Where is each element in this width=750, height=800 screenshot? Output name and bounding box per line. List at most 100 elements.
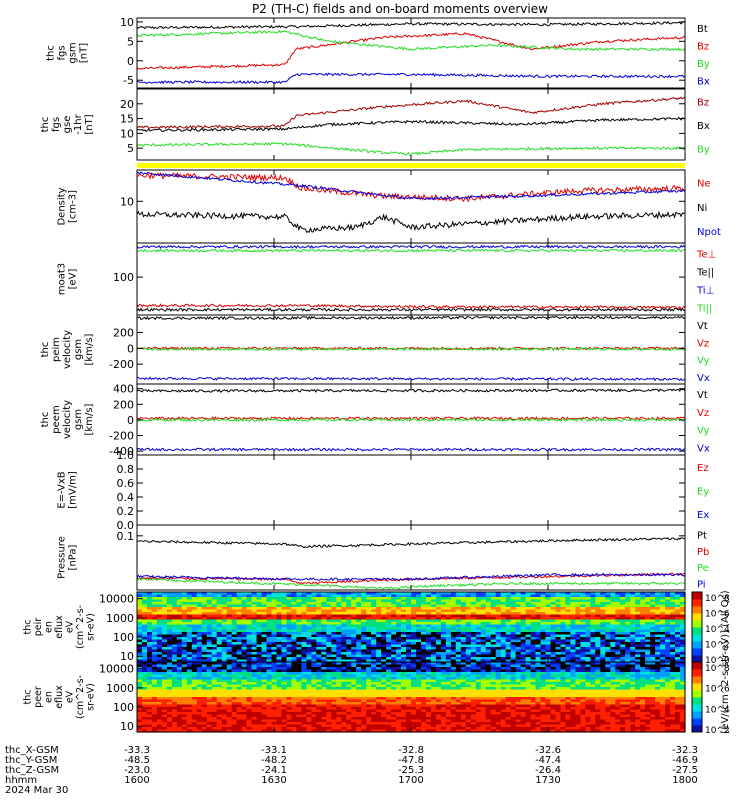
ylabel-line: peem (51, 405, 62, 433)
ylabel-line: peim (51, 337, 62, 362)
ylabel-line: fgs (57, 45, 68, 60)
legend-Bz: Bz (697, 97, 709, 108)
ytick-label: 0.2 (117, 505, 135, 518)
series-temperature-Ti|| (136, 248, 686, 253)
ylabel-line: thc (40, 342, 51, 358)
ytick-label: 100 (113, 701, 134, 714)
colorbar-tick: 10^6 (705, 685, 730, 695)
footer-value: 1730 (535, 775, 560, 786)
colorbar-peer (691, 661, 703, 733)
colorbar-tick: 10^2 (705, 641, 730, 651)
footer-value: -25.3 (398, 765, 424, 776)
legend-Ex: Ex (697, 510, 709, 521)
ylabel-line: [nT] (84, 114, 95, 134)
series-density-Ne (136, 171, 685, 203)
panel-temperature (136, 242, 686, 316)
series-peim_velocity-Vy (136, 346, 686, 352)
legend-Pb: Pb (697, 547, 709, 558)
data-quality-bar (137, 163, 685, 168)
panel-peim_velocity (136, 314, 686, 385)
legend-Vt: Vt (697, 321, 708, 332)
ytick-label: -200 (109, 429, 134, 442)
footer-row-label: thc_X-GSM (5, 745, 59, 756)
ylabel-line: gsm (68, 42, 79, 63)
legend-Ez: Ez (697, 463, 709, 474)
ylabel-line: eflux (54, 615, 65, 639)
ylabel-line: eV (65, 620, 76, 633)
ytick-label: -5 (123, 74, 134, 87)
ytick-label: 200 (113, 326, 134, 339)
footer-value: -47.4 (535, 755, 561, 766)
panel-frame (136, 88, 686, 161)
panel-frame (136, 169, 686, 244)
legend-Ti||: Ti|| (696, 303, 712, 314)
footer-value: -48.5 (124, 755, 150, 766)
series-fgs_gse-By (136, 141, 686, 156)
legend-Npot: Npot (697, 227, 721, 238)
ytick-label: 400 (113, 383, 134, 396)
series-pressure-Pt (137, 537, 686, 549)
ytick-label: 0 (127, 55, 134, 68)
footer-value: -47.8 (398, 755, 424, 766)
ylabel-line: [mV/m] (68, 471, 79, 509)
footer-value: -33.3 (124, 745, 150, 756)
series-peim_velocity-Vz (136, 346, 686, 351)
footer-value: -26.4 (535, 765, 561, 776)
colorbar-label: [eV/(cm^2-s-str-eV)] (All Qs) (720, 590, 731, 733)
ylabel-line: thc (40, 412, 51, 428)
series-pressure-Pi (136, 572, 686, 582)
ylabel-line: E=-VxB (57, 471, 68, 508)
ylabel-line: Density (57, 187, 68, 225)
panel-fgs_gsm (136, 17, 686, 89)
footer-value: -27.5 (672, 765, 698, 776)
series-fgs_gsm-Bz (136, 32, 686, 71)
ylabel-line: velocity (62, 330, 73, 369)
legend-Te||: Te|| (696, 267, 714, 278)
colorbar-tick: 10^4 (705, 705, 730, 715)
ytick-label: 0.8 (117, 463, 135, 476)
ytick-label: -400 (109, 445, 134, 458)
series-density-Ni (136, 210, 686, 233)
ytick-label: 0 (127, 414, 134, 427)
ytick-label: 10000 (99, 593, 134, 606)
ylabel-line: [km/s] (84, 403, 95, 435)
panel-density (136, 169, 686, 244)
ylabel-line: thc (46, 45, 57, 61)
ylabel-line: (cm^2-s- (75, 605, 86, 649)
spectrogram-peer (136, 661, 686, 733)
legend-Vy: Vy (697, 426, 710, 437)
footer-value: 1600 (124, 775, 149, 786)
legend-Ni: Ni (697, 203, 707, 214)
ylabel-line: en (44, 691, 55, 703)
legend-Vt: Vt (697, 390, 708, 401)
ytick-label: 5 (127, 142, 134, 155)
footer-value: 1630 (261, 775, 286, 786)
legend-Ti⊥: Ti⊥ (696, 285, 714, 296)
legend-Te⊥: Te⊥ (696, 249, 716, 260)
ylabel-line: (cm^2-s- (75, 675, 86, 719)
legend-Pi: Pi (697, 579, 706, 590)
legend-Vx: Vx (697, 373, 710, 384)
chart-title: P2 (TH-C) fields and on-board moments ov… (252, 2, 548, 16)
ylabel-line: gse (62, 116, 73, 134)
ylabel-line: fgs (51, 117, 62, 132)
series-fgs_gse-Bz (136, 96, 686, 129)
ylabel-line: [cm-3] (68, 190, 79, 223)
footer-value: -32.3 (672, 745, 698, 756)
legend-Vy: Vy (697, 356, 710, 367)
footer-row-label: thc_Y-GSM (5, 755, 57, 766)
ylabel-line: moat3 (57, 263, 68, 295)
colorbar-tick: 10^6 (705, 610, 730, 620)
ytick-label: 10 (120, 720, 134, 733)
ytick-label: 0.1 (117, 530, 135, 543)
ylabel-line: peer (33, 686, 44, 708)
footer-value: -33.1 (261, 745, 287, 756)
legend-Bx: Bx (697, 77, 710, 88)
footer-row-label: thc_Z-GSM (5, 765, 59, 776)
ylabel-line: [nT] (79, 43, 90, 63)
ytick-label: 10 (120, 195, 134, 208)
ytick-label: 1.0 (117, 449, 135, 462)
ylabel-line: en (44, 621, 55, 633)
legend-By: By (697, 145, 710, 156)
